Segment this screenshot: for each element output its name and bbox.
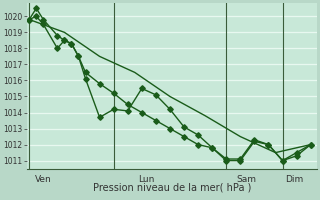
X-axis label: Pression niveau de la mer( hPa ): Pression niveau de la mer( hPa ) xyxy=(92,183,251,193)
Text: Ven: Ven xyxy=(35,175,52,184)
Text: Dim: Dim xyxy=(285,175,303,184)
Text: Sam: Sam xyxy=(236,175,256,184)
Text: Lun: Lun xyxy=(138,175,155,184)
